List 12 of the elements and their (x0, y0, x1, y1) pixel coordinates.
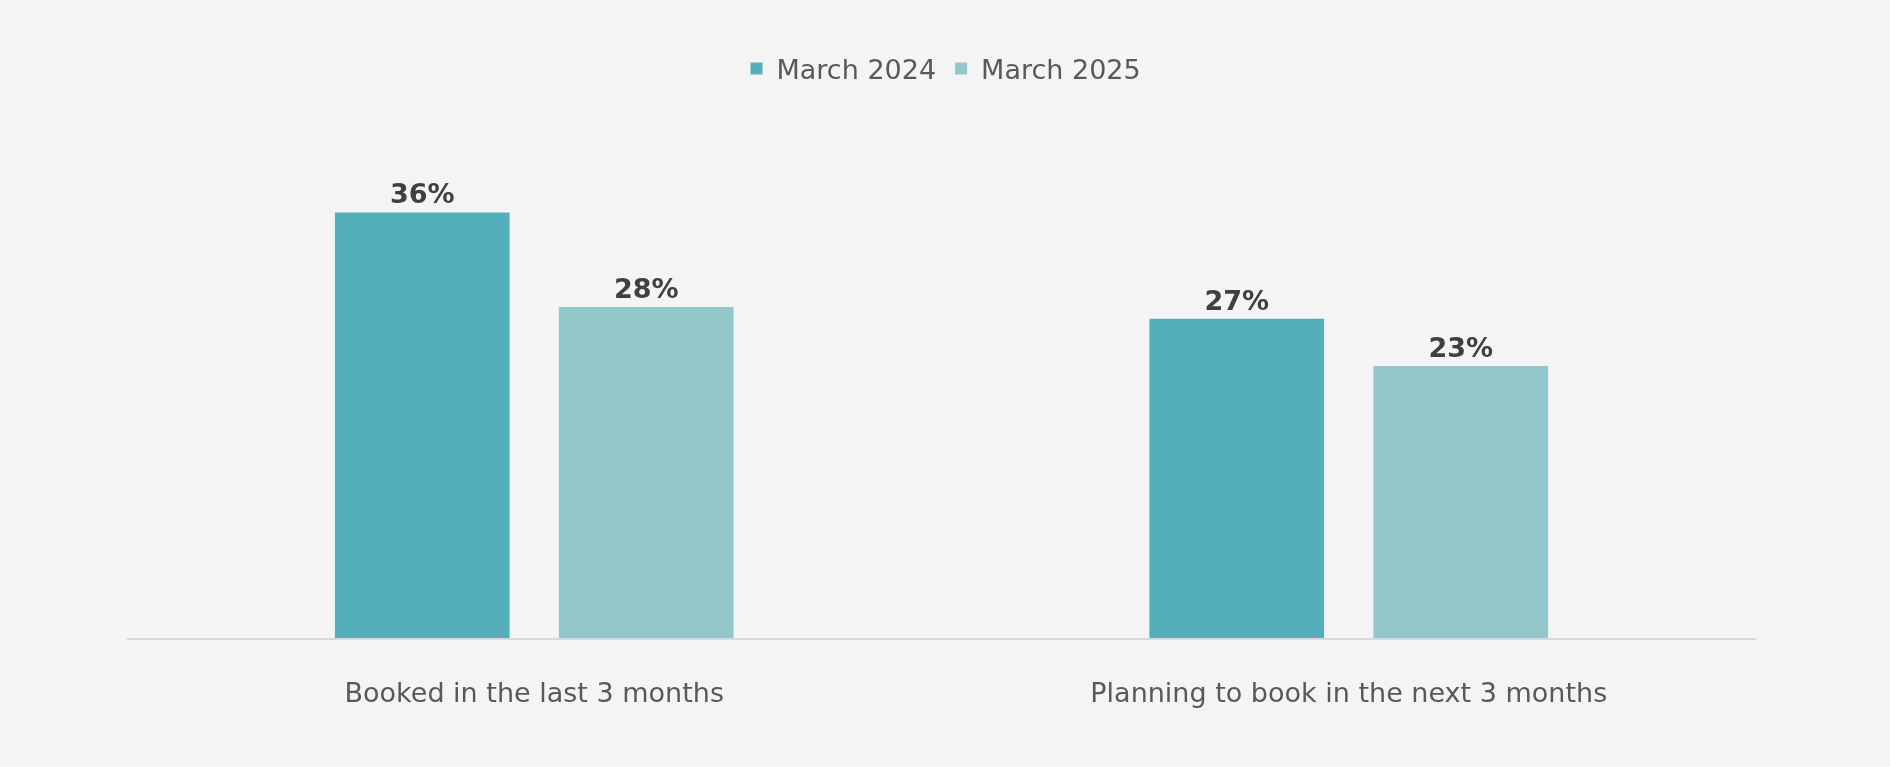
data-label: 36% (389, 178, 455, 210)
data-label: 23% (1428, 332, 1494, 364)
bar (558, 306, 734, 638)
bar (1149, 318, 1325, 638)
data-label: 27% (1204, 284, 1270, 316)
bar (334, 212, 510, 638)
data-label: 28% (613, 272, 679, 304)
legend-label: March 2024 (776, 54, 937, 86)
bar (1373, 366, 1549, 638)
x-tick-label: Planning to book in the next 3 months (1090, 677, 1608, 709)
legend-label: March 2025 (981, 54, 1141, 86)
x-tick-label: Booked in the last 3 months (344, 677, 724, 709)
